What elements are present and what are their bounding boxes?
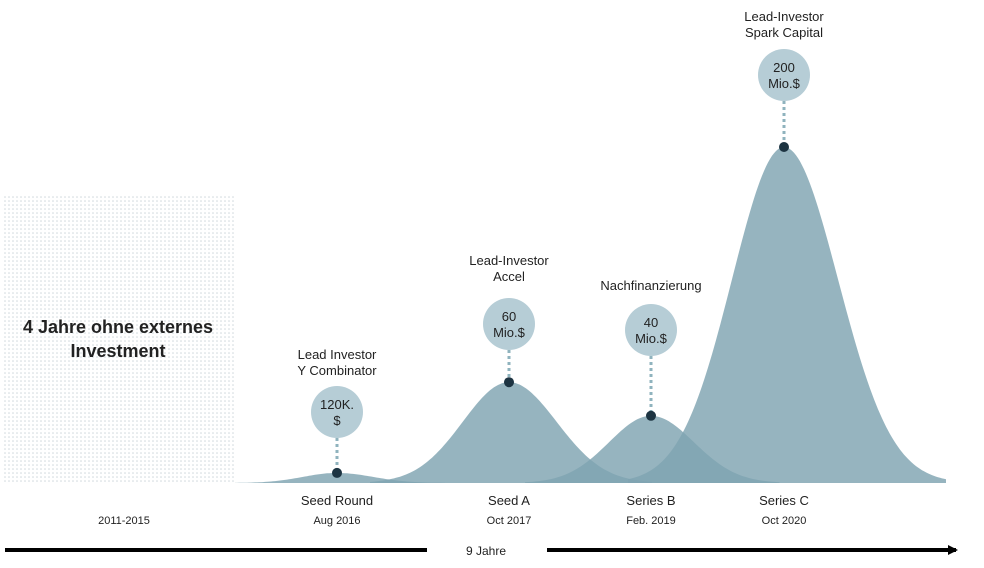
amount-bubble <box>625 304 677 356</box>
round-date: Oct 2017 <box>487 515 532 527</box>
amount-label: Mio.$ <box>635 331 668 346</box>
timeline: 9 Jahre <box>5 544 956 558</box>
investor-label: Lead-Investor <box>469 253 549 268</box>
peak-marker <box>504 377 514 387</box>
round-name: Series C <box>759 493 809 508</box>
period-label: 2011-2015 <box>98 515 150 527</box>
amount-bubble <box>311 386 363 438</box>
investor-label: Nachfinanzierung <box>600 278 701 293</box>
peak-marker <box>332 468 342 478</box>
amount-label: 40 <box>644 315 658 330</box>
round-date: Feb. 2019 <box>626 515 676 527</box>
investor-label: Accel <box>493 269 525 284</box>
peak-marker <box>646 411 656 421</box>
amount-bubble <box>483 298 535 350</box>
investor-label: Lead Investor <box>298 347 377 362</box>
amount-label: 60 <box>502 309 516 324</box>
no-investment-label: Investment <box>70 341 165 361</box>
investor-label: Spark Capital <box>745 25 823 40</box>
amount-label: Mio.$ <box>768 76 801 91</box>
amount-label: $ <box>333 413 341 428</box>
peak-marker <box>779 142 789 152</box>
amount-bubble <box>758 49 810 101</box>
round-name: Series B <box>626 493 675 508</box>
amount-label: 200 <box>773 60 795 75</box>
round-date: Aug 2016 <box>313 515 360 527</box>
round-date: Oct 2020 <box>762 515 807 527</box>
amount-label: Mio.$ <box>493 325 526 340</box>
round-name: Seed A <box>488 493 530 508</box>
no-investment-label: 4 Jahre ohne externes <box>23 317 213 337</box>
no-investment-block: 4 Jahre ohne externes Investment 2011-20… <box>2 195 235 527</box>
timeline-label: 9 Jahre <box>466 544 506 558</box>
investor-label: Lead-Investor <box>744 9 824 24</box>
amount-label: 120K. <box>320 397 354 412</box>
investor-label: Y Combinator <box>297 363 377 378</box>
round-name: Seed Round <box>301 493 373 508</box>
